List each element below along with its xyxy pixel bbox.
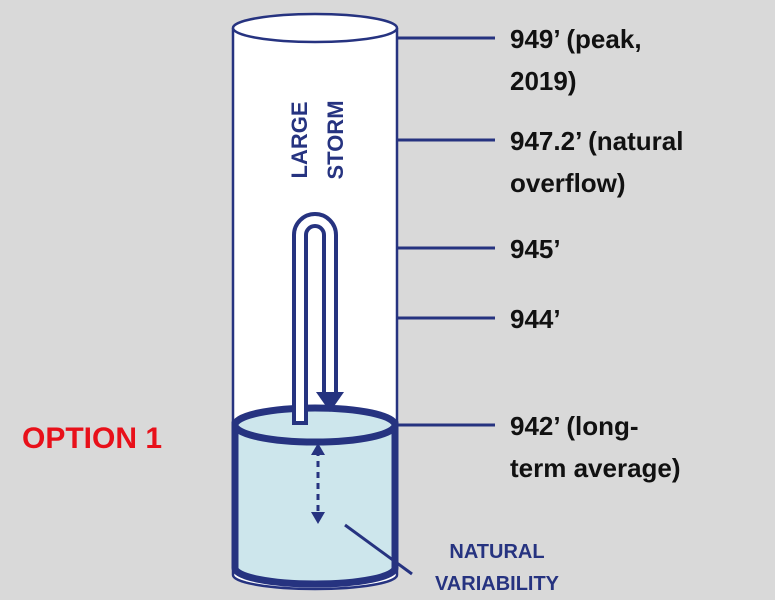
level-label: 947.2’ (natural (510, 126, 683, 156)
variability-label: NATURAL (449, 541, 544, 563)
level-label: 949’ (peak, (510, 24, 642, 54)
tube-top (231, 12, 399, 44)
level-label: 2019) (510, 66, 577, 96)
option-label: OPTION 1 (22, 422, 162, 455)
water-cup (231, 421, 399, 588)
level-label: 945’ (510, 234, 561, 264)
level-label: 942’ (long- (510, 411, 639, 441)
water-surface (231, 404, 399, 446)
variability-leader (344, 523, 413, 576)
storm-arrowhead (316, 392, 344, 412)
level-label: overflow) (510, 168, 626, 198)
storm-label: STORM (323, 100, 348, 179)
variability-label: VARIABILITY (435, 573, 560, 595)
level-label: term average) (510, 453, 681, 483)
storm-arrow-inner (296, 216, 334, 421)
storm-label: LARGE (287, 102, 312, 179)
arrowhead (311, 443, 325, 455)
level-label: 944’ (510, 304, 561, 334)
arrowhead (311, 512, 325, 524)
